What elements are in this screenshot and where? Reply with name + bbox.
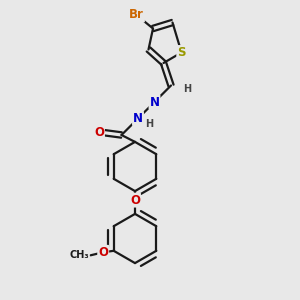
Text: O: O — [98, 246, 108, 259]
Text: O: O — [130, 194, 140, 207]
Text: CH₃: CH₃ — [70, 250, 89, 260]
Text: S: S — [177, 46, 186, 59]
Text: N: N — [149, 95, 160, 109]
Text: O: O — [94, 125, 104, 139]
Text: N: N — [133, 112, 143, 125]
Text: H: H — [145, 119, 154, 129]
Text: H: H — [183, 83, 192, 94]
Text: Br: Br — [129, 8, 144, 22]
